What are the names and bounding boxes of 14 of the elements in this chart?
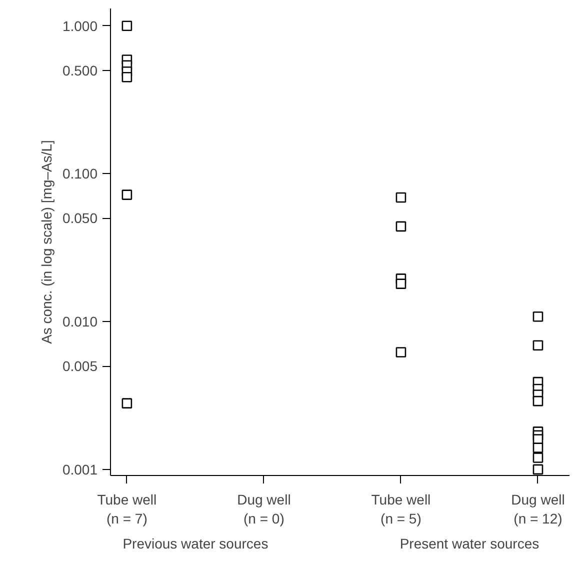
text: Present water sources (400, 536, 540, 552)
y-tick-label: 0.500 (62, 62, 98, 78)
y-tick-label: 0.100 (62, 166, 98, 182)
x-tick-label: Tube well (n = 7) (97, 492, 157, 527)
y-tick-label: 0.005 (62, 358, 98, 374)
y-tick-label: 1.000 (62, 18, 98, 34)
y-axis-title: As conc. (in log scale) [mg–As/L] (38, 140, 54, 344)
x-tick-label: Tube well (n = 5) (371, 492, 431, 527)
x-tick-label: Dug well (n = 12) (511, 492, 565, 527)
x-tick-label: Dug well (n = 0) (237, 492, 291, 527)
y-tick-label: 0.010 (62, 314, 98, 330)
text: Previous water sources (122, 536, 268, 552)
y-tick-label: 0.050 (62, 210, 98, 226)
y-tick-label: 0.001 (62, 461, 98, 478)
